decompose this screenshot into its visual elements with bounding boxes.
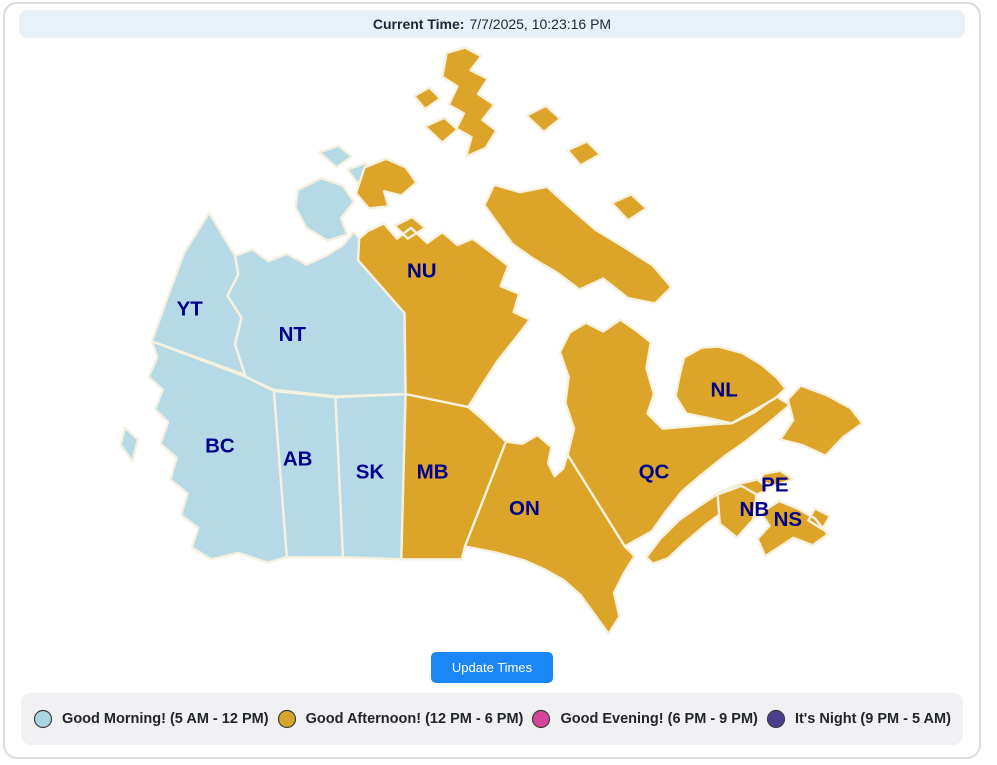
app-card: Current Time: 7/7/2025, 10:23:16 PM	[3, 2, 981, 759]
button-row: Update Times	[5, 650, 979, 693]
legend-item-night: It's Night (9 PM - 5 AM)	[766, 709, 951, 729]
legend-evening-label: Good Evening! (6 PM - 9 PM)	[560, 711, 758, 727]
province-BC[interactable]	[119, 340, 289, 564]
canada-map: YT NT NU BC AB SK MB ON QC NL PE NB NS	[5, 40, 979, 650]
legend-item-morning: Good Morning! (5 AM - 12 PM)	[33, 709, 269, 729]
label-NS: NS	[774, 508, 802, 531]
label-BC: BC	[205, 434, 235, 457]
province-PE[interactable]	[759, 469, 795, 488]
label-QC: QC	[639, 460, 670, 483]
province-ON[interactable]	[463, 433, 636, 635]
province-NS[interactable]	[756, 499, 832, 558]
label-MB: MB	[417, 460, 449, 483]
province-NU[interactable]	[354, 46, 673, 409]
label-NB: NB	[740, 498, 770, 521]
legend-night-label: It's Night (9 PM - 5 AM)	[794, 711, 951, 727]
province-NL[interactable]	[674, 345, 864, 457]
label-AB: AB	[283, 447, 313, 470]
legend: Good Morning! (5 AM - 12 PM) Good Aftern…	[21, 693, 963, 745]
canada-map-svg: YT NT NU BC AB SK MB ON QC NL PE NB NS	[119, 46, 864, 635]
update-times-button[interactable]: Update Times	[430, 652, 554, 683]
label-YT: YT	[177, 297, 204, 320]
afternoon-dot-icon	[277, 709, 296, 729]
province-AB[interactable]	[272, 389, 345, 559]
evening-dot-icon	[532, 709, 551, 729]
current-time-value: 7/7/2025, 10:23:16 PM	[469, 16, 612, 32]
label-NU: NU	[407, 260, 437, 283]
legend-item-evening: Good Evening! (6 PM - 9 PM)	[531, 709, 758, 729]
label-NT: NT	[279, 323, 307, 346]
province-NB[interactable]	[716, 484, 758, 539]
legend-item-afternoon: Good Afternoon! (12 PM - 6 PM)	[277, 709, 524, 729]
current-time-banner: Current Time: 7/7/2025, 10:23:16 PM	[19, 10, 965, 38]
legend-afternoon-label: Good Afternoon! (12 PM - 6 PM)	[305, 711, 524, 727]
label-PE: PE	[761, 473, 788, 496]
morning-dot-icon	[33, 709, 53, 729]
label-NL: NL	[710, 378, 737, 401]
label-SK: SK	[356, 460, 385, 483]
current-time-label: Current Time:	[372, 16, 465, 32]
legend-morning-label: Good Morning! (5 AM - 12 PM)	[62, 711, 269, 727]
night-dot-icon	[766, 709, 786, 729]
label-ON: ON	[509, 497, 540, 520]
